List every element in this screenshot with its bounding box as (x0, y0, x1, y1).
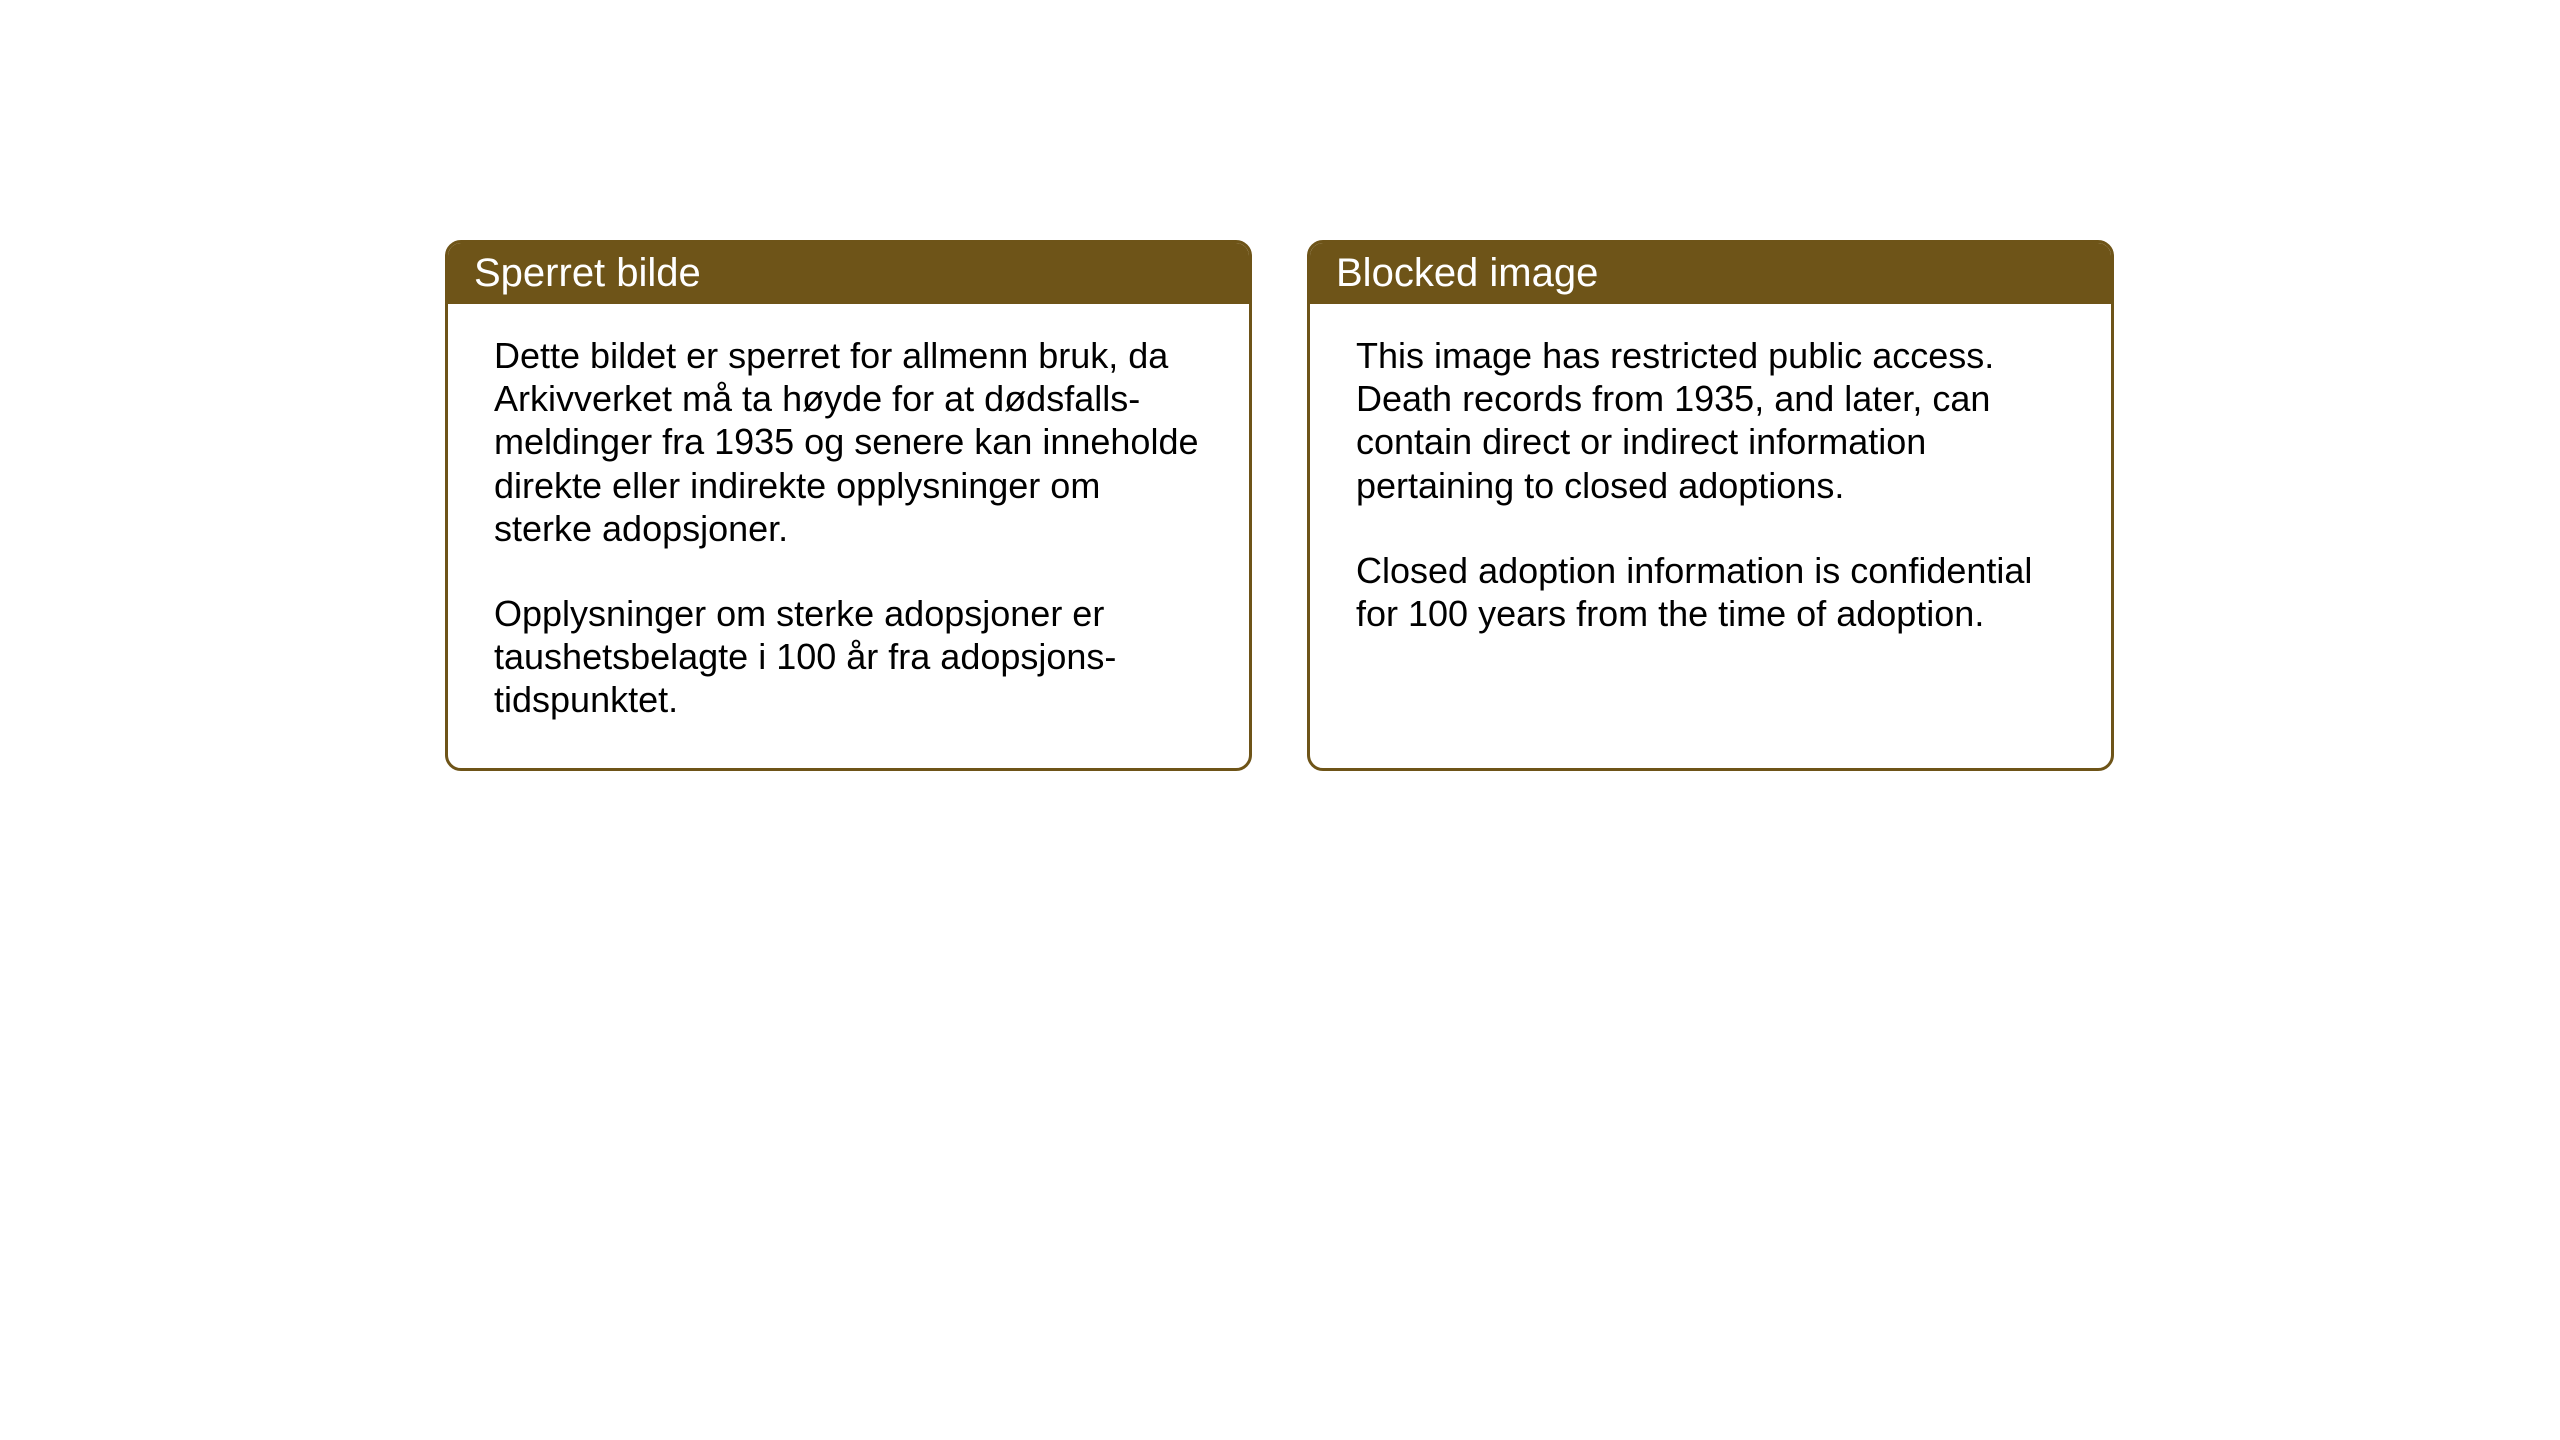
notice-header-english: Blocked image (1310, 243, 2111, 304)
notice-paragraph-1-norwegian: Dette bildet er sperret for allmenn bruk… (494, 334, 1203, 550)
notice-card-norwegian: Sperret bilde Dette bildet er sperret fo… (445, 240, 1252, 771)
notice-body-english: This image has restricted public access.… (1310, 304, 2111, 681)
notice-paragraph-1-english: This image has restricted public access.… (1356, 334, 2065, 507)
notice-container: Sperret bilde Dette bildet er sperret fo… (445, 240, 2114, 771)
notice-body-norwegian: Dette bildet er sperret for allmenn bruk… (448, 304, 1249, 768)
notice-card-english: Blocked image This image has restricted … (1307, 240, 2114, 771)
notice-paragraph-2-norwegian: Opplysninger om sterke adopsjoner er tau… (494, 592, 1203, 722)
notice-title-norwegian: Sperret bilde (474, 251, 701, 295)
notice-paragraph-2-english: Closed adoption information is confident… (1356, 549, 2065, 635)
notice-title-english: Blocked image (1336, 251, 1598, 295)
notice-header-norwegian: Sperret bilde (448, 243, 1249, 304)
